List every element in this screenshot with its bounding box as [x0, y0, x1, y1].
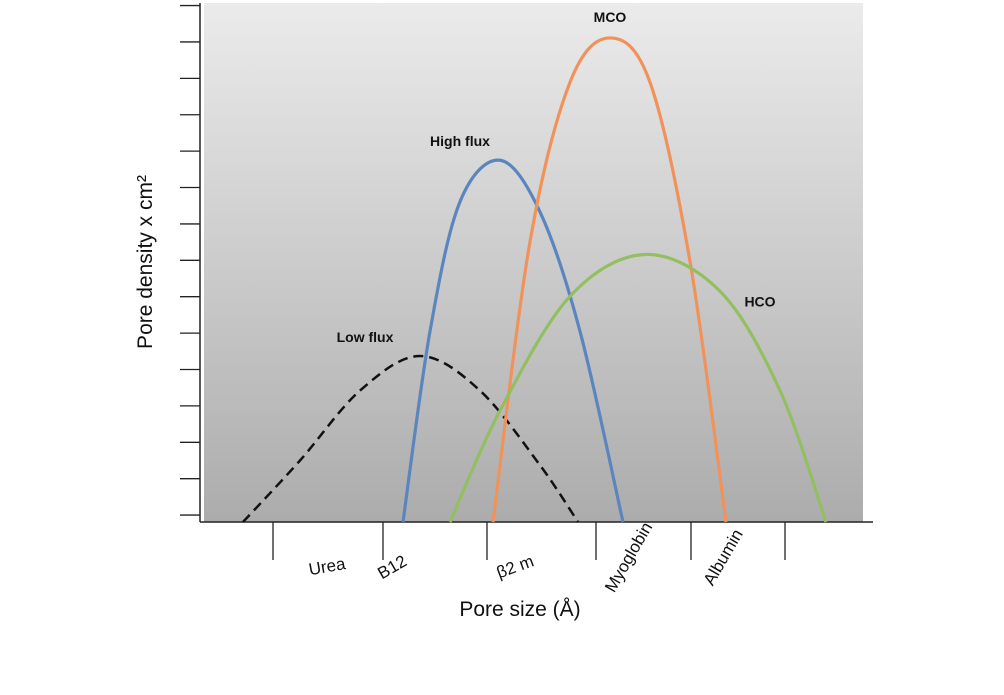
curve — [448, 252, 828, 523]
x-category-label: Albumin — [700, 526, 747, 589]
curve-label: MCO — [594, 9, 627, 25]
curve-label: High flux — [430, 133, 490, 149]
y-axis-title: Pore density x cm² — [134, 175, 157, 349]
curve-label: Low flux — [337, 329, 394, 345]
curve — [242, 354, 580, 523]
plot-background — [204, 3, 863, 522]
curve — [491, 36, 728, 523]
x-category-label: B12 — [374, 551, 410, 583]
curve-label: HCO — [744, 293, 775, 309]
x-category-label: β2 m — [494, 551, 536, 582]
x-category-label: Urea — [307, 554, 347, 579]
x-category-label: Myoglobin — [601, 519, 656, 596]
x-axis-title: Pore size (Å) — [459, 598, 580, 621]
curve — [401, 158, 625, 523]
